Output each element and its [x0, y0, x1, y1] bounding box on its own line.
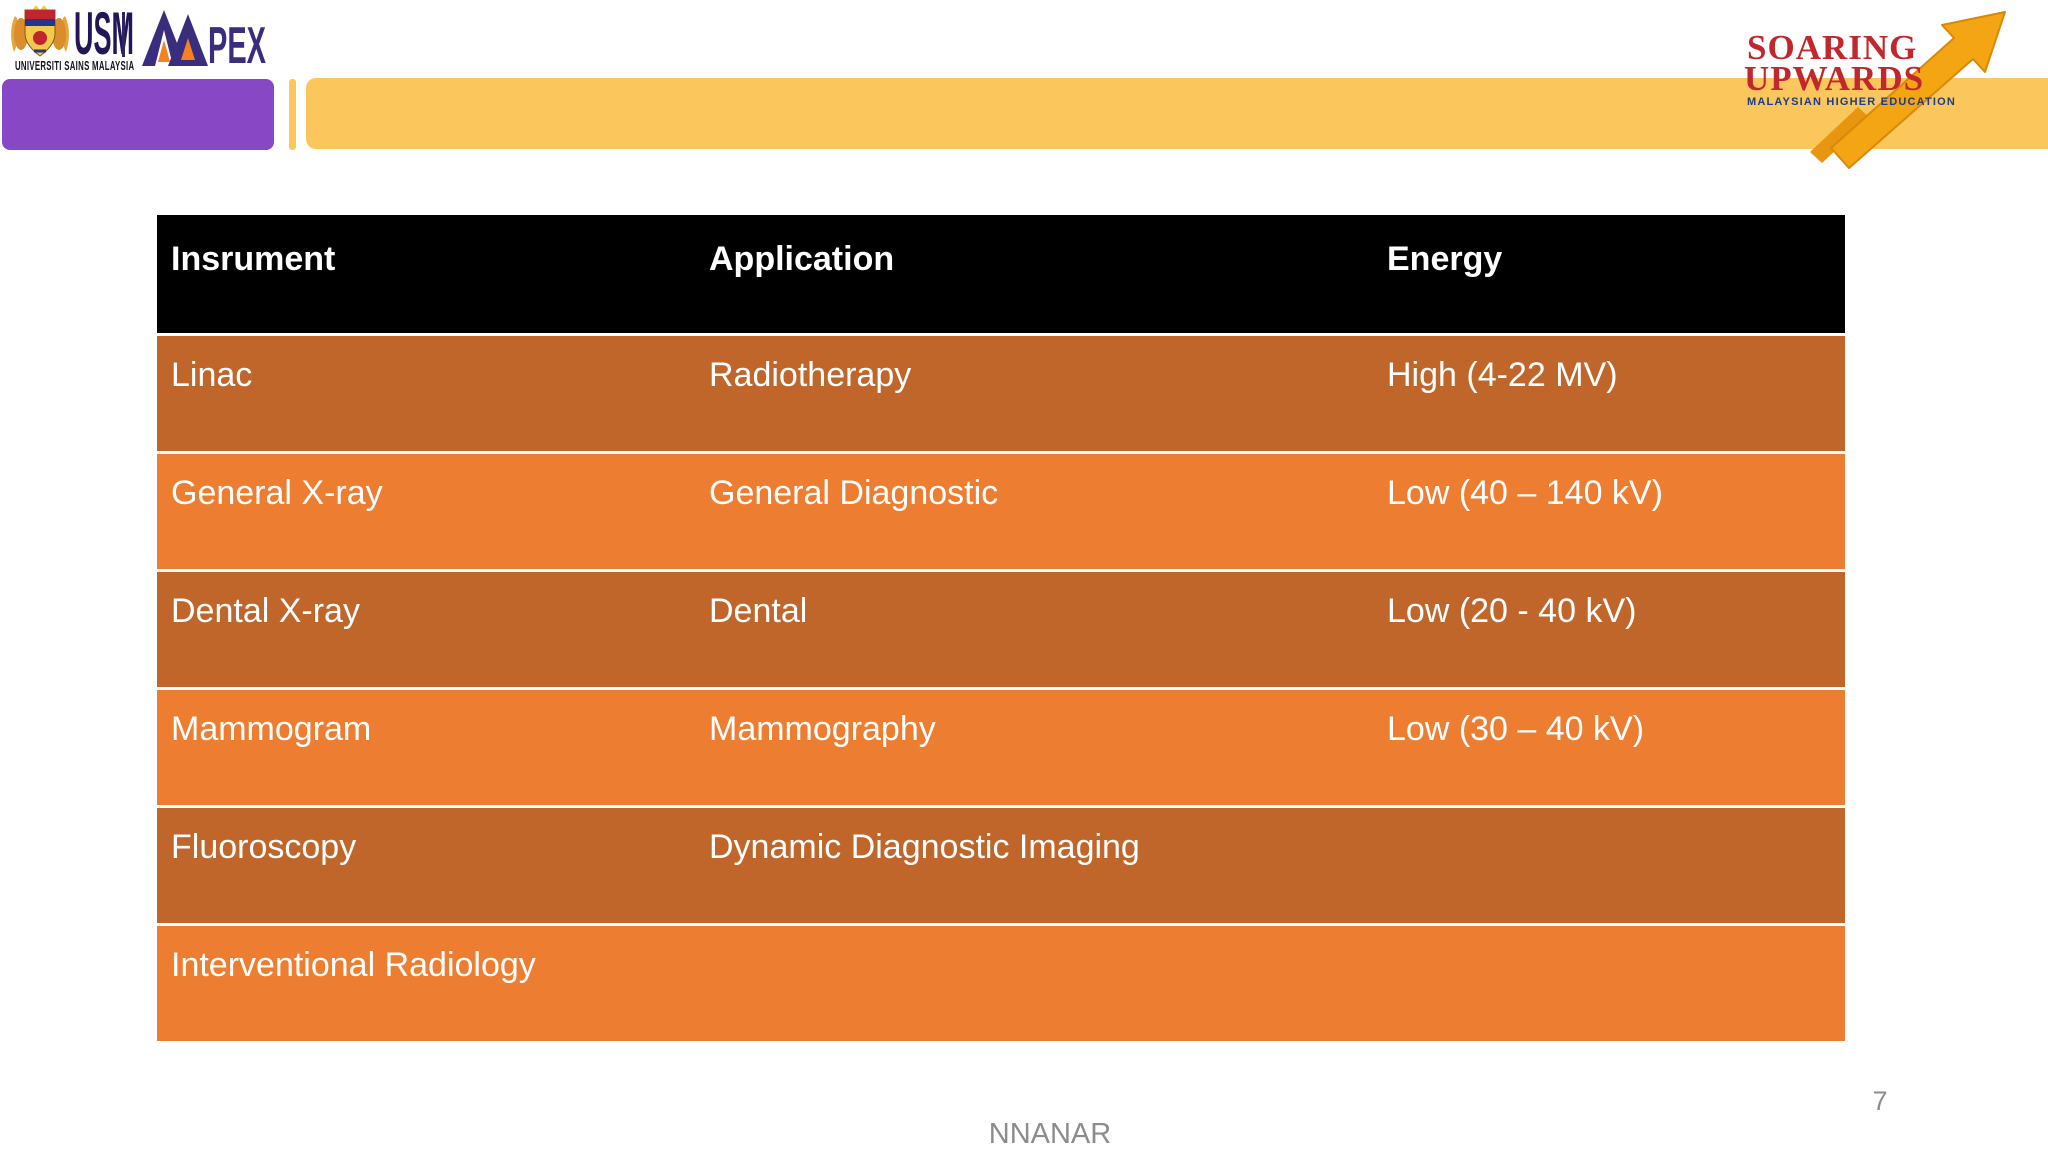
apex-logo-icon: PEX — [142, 10, 266, 68]
gold-upward-arrow-icon — [1810, 11, 2006, 169]
cell-application: Dynamic Diagnostic Imaging — [709, 828, 1140, 866]
table-row: Mammogram Mammography Low (30 – 40 kV) — [157, 690, 1845, 805]
table-row: Interventional Radiology — [157, 926, 1845, 1041]
table-row: Fluoroscopy Dynamic Diagnostic Imaging — [157, 808, 1845, 923]
instrument-energy-table: Insrument Application Energy Linac Radio… — [157, 215, 1845, 1041]
soaring-text-line2: UPWARDS — [1744, 59, 1925, 98]
soaring-text-line1: SOARING — [1747, 28, 1918, 67]
usm-subtitle: UNIVERSITI SAINS MALAYSIA — [15, 58, 135, 73]
table-row: Linac Radiotherapy High (4-22 MV) — [157, 336, 1845, 451]
table-header-row: Insrument Application Energy — [157, 215, 1845, 333]
usm-logo-group: USM UNIVERSITI SAINS MALAYSIA PEX — [0, 0, 280, 78]
table-header-energy: Energy — [1387, 240, 1503, 278]
soaring-upwards-logo: SOARING UPWARDS MALAYSIAN HIGHER EDUCATI… — [1700, 0, 2048, 170]
table-row: Dental X-ray Dental Low (20 - 40 kV) — [157, 572, 1845, 687]
cell-instrument: Fluoroscopy — [171, 828, 357, 866]
cell-energy — [1373, 926, 1845, 1041]
cell-application: Mammography — [709, 710, 936, 748]
soaring-tagline: MALAYSIAN HIGHER EDUCATION — [1747, 96, 1957, 108]
cell-application: General Diagnostic — [709, 474, 999, 512]
usm-wordmark-divider — [122, 12, 125, 57]
table-header-application: Application — [709, 240, 895, 278]
cell-application: Dental — [709, 592, 808, 630]
table-header-instrument: Insrument — [171, 240, 336, 278]
table-row: General X-ray General Diagnostic Low (40… — [157, 454, 1845, 569]
cell-energy: Low (30 – 40 kV) — [1387, 710, 1645, 748]
usm-wordmark: USM — [74, 0, 135, 67]
slide-footer-text: NNANAR — [988, 1118, 1112, 1150]
cell-application: Radiotherapy — [709, 356, 912, 394]
usm-crest-icon — [11, 5, 69, 57]
cell-energy: High (4-22 MV) — [1387, 356, 1618, 394]
cell-instrument: Interventional Radiology — [171, 946, 536, 984]
cell-application — [695, 926, 1373, 1041]
cell-energy: Low (20 - 40 kV) — [1387, 592, 1637, 630]
cell-energy — [1373, 808, 1845, 923]
banner-purple-block — [2, 79, 274, 150]
cell-instrument: General X-ray — [171, 474, 383, 512]
cell-instrument: Dental X-ray — [171, 592, 360, 630]
banner-yellow-bar — [306, 78, 2048, 149]
cell-energy: Low (40 – 140 kV) — [1387, 474, 1663, 512]
cell-instrument: Mammogram — [171, 710, 372, 748]
svg-text:PEX: PEX — [208, 17, 266, 68]
banner-yellow-tick — [289, 79, 296, 150]
cell-instrument: Linac — [171, 356, 253, 394]
slide-page-number: 7 — [1872, 1086, 1888, 1116]
